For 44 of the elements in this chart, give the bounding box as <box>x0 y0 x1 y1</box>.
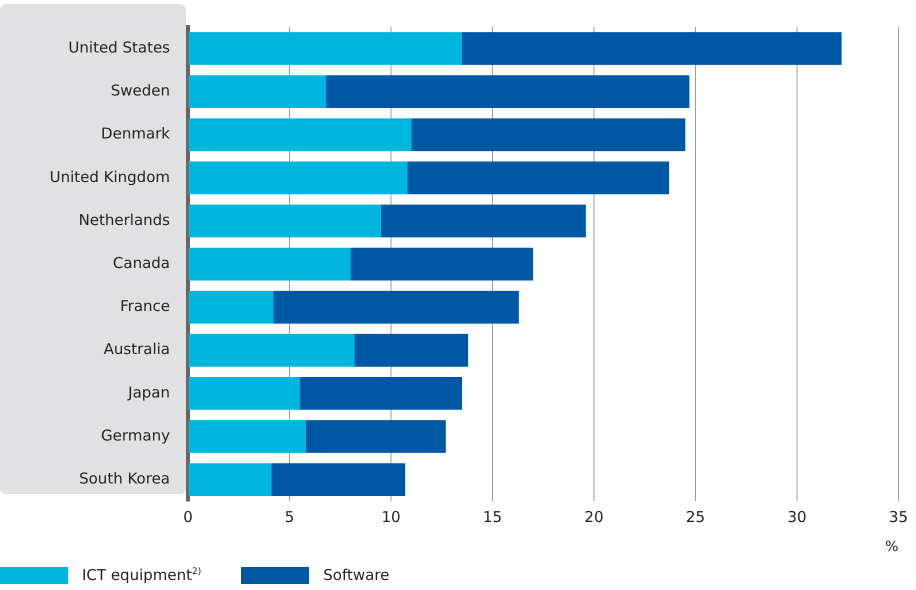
y-tick-label: United States <box>68 38 170 56</box>
x-axis-title: % <box>885 539 898 556</box>
y-tick-label: Denmark <box>101 124 170 143</box>
legend-label: ICT equipment$^{2)}$ <box>82 566 202 584</box>
bar <box>273 290 519 324</box>
bar <box>188 420 306 453</box>
legend-label: Software <box>323 566 390 584</box>
bar <box>380 204 586 238</box>
bar <box>188 162 408 194</box>
bar <box>407 162 670 194</box>
bar <box>188 32 462 65</box>
x-tick-label: 15 <box>482 508 502 526</box>
x-tick-label: 30 <box>787 508 807 526</box>
y-tick-label: France <box>120 297 170 316</box>
bar <box>306 420 446 453</box>
y-tick-label: Germany <box>101 426 170 444</box>
bar <box>188 118 412 152</box>
x-tick-label: 20 <box>584 508 604 526</box>
bar <box>350 248 534 280</box>
x-tick-label: 0 <box>183 508 193 526</box>
x-tick-label: 25 <box>686 508 706 526</box>
bar <box>188 204 381 238</box>
y-tick-label: United Kingdom <box>50 168 170 186</box>
x-tick-label: 10 <box>381 508 401 526</box>
bar <box>354 334 468 367</box>
bar <box>271 463 406 496</box>
y-tick-label: Japan <box>127 383 170 402</box>
x-tick-label: 5 <box>284 508 294 526</box>
bar <box>188 463 272 496</box>
bar <box>188 377 300 410</box>
bar <box>326 75 690 108</box>
x-tick-label: 35 <box>888 508 908 526</box>
y-tick-label: Netherlands <box>78 210 170 229</box>
bar <box>411 118 686 152</box>
bar <box>300 377 462 410</box>
y-tick-label: Sweden <box>110 82 170 100</box>
bar <box>188 334 354 367</box>
bar <box>188 290 274 324</box>
bar <box>188 75 326 108</box>
y-tick-label: Canada <box>112 254 170 272</box>
y-tick-label: Australia <box>104 340 170 358</box>
bar <box>188 248 350 280</box>
y-tick-label: South Korea <box>79 470 170 488</box>
bar <box>462 32 842 65</box>
